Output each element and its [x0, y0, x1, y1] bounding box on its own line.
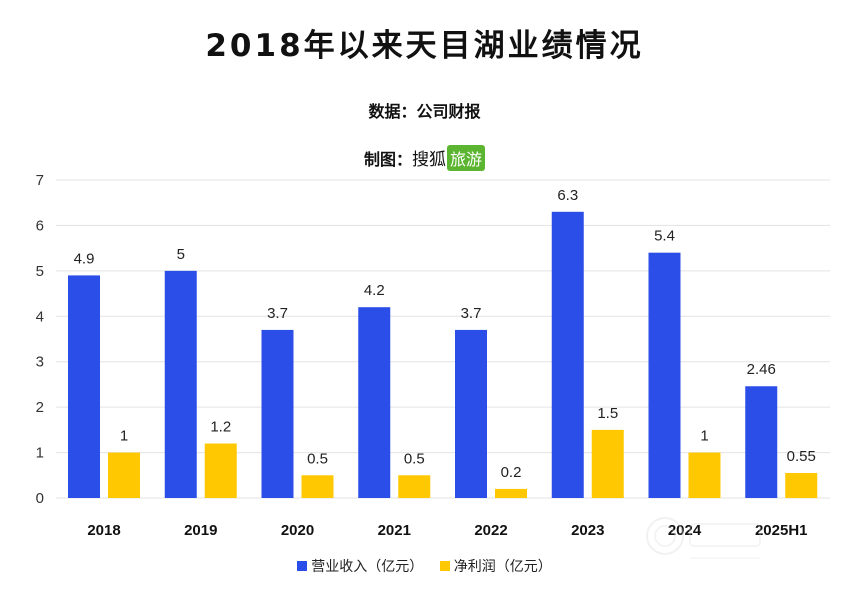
y-tick-label: 5	[36, 263, 44, 280]
maker-label: 制图：	[363, 150, 412, 169]
y-tick-label: 6	[36, 217, 44, 234]
data-label-revenue-2022: 3.7	[461, 305, 482, 322]
chart-maker: 制图：搜狐 旅游	[0, 145, 849, 171]
y-tick-label: 2	[36, 399, 44, 416]
bar-profit-2023	[591, 429, 624, 498]
y-tick-label: 4	[36, 308, 44, 325]
data-label-revenue-2024: 5.4	[654, 228, 675, 245]
legend-label-revenue: 营业收入（亿元）	[311, 559, 424, 575]
bar-revenue-2023	[551, 211, 584, 499]
maker-brand: 搜狐	[412, 150, 446, 170]
data-label-profit-2018: 1	[120, 428, 128, 445]
source-value: 公司财报	[416, 102, 481, 121]
x-axis: 2018 2019 2020 2021 2022 2023 2024 2025H1	[87, 522, 807, 539]
bar-revenue-2021	[358, 307, 391, 498]
bar-profit-2022	[495, 488, 527, 498]
data-label-revenue-2020: 3.7	[267, 305, 288, 322]
data-label-revenue-2019: 5	[177, 246, 185, 263]
bar-profit-2019	[204, 443, 237, 498]
bar-revenue-2025H1	[745, 386, 778, 498]
data-labels: 4.9 1 5 1.2 3.7 0.5 4.2 0.5 3.7 0.2 6.3 1.5 5.4 1 2.46…	[74, 187, 816, 481]
x-tick-label: 2021	[378, 522, 411, 539]
x-tick-label: 2022	[474, 522, 507, 539]
y-tick-label: 0	[36, 490, 44, 507]
data-label-profit-2021: 0.5	[404, 450, 425, 467]
data-label-revenue-2025H1: 2.46	[747, 361, 776, 378]
bar-revenue-2020	[261, 329, 294, 498]
x-tick-label: 2020	[281, 522, 314, 539]
x-tick-label: 2025H1	[755, 522, 808, 539]
legend-swatch-revenue	[297, 561, 308, 571]
bar-revenue-2024	[648, 252, 681, 498]
legend-label-profit: 净利润（亿元）	[453, 559, 552, 575]
bar-revenue-2022	[455, 329, 487, 498]
chart-title: 2018年以来天目湖业绩情况	[205, 28, 644, 64]
bar-profit-2020	[301, 475, 334, 498]
maker-badge: 旅游	[447, 145, 486, 171]
y-tick-label: 1	[36, 445, 44, 462]
bar-profit-2021	[398, 475, 431, 498]
bar-profit-2018	[108, 452, 140, 498]
bar-revenue-2019	[164, 270, 197, 498]
data-label-revenue-2023: 6.3	[557, 187, 578, 204]
data-label-profit-2024: 1	[700, 428, 708, 445]
data-label-profit-2019: 1.2	[210, 418, 231, 435]
data-label-profit-2025H1: 0.55	[787, 448, 816, 465]
x-tick-label: 2024	[668, 522, 702, 539]
bar-profit-2025H1	[785, 473, 818, 498]
legend: 营业收入（亿元） 净利润（亿元）	[0, 556, 849, 576]
bar-profit-2024	[688, 452, 721, 498]
legend-item-profit: 净利润（亿元）	[439, 556, 552, 576]
watermark-logo	[646, 517, 761, 559]
bar-revenue-2018	[68, 275, 100, 498]
data-label-revenue-2018: 4.9	[74, 250, 95, 267]
data-label-revenue-2021: 4.2	[364, 282, 385, 299]
y-tick-label: 7	[36, 172, 44, 189]
data-label-profit-2023: 1.5	[597, 405, 618, 422]
legend-item-revenue: 营业收入（亿元）	[297, 556, 423, 576]
y-axis: 0 1 2 3 4 5 6 7	[36, 172, 44, 507]
data-label-profit-2022: 0.2	[501, 464, 522, 481]
data-source: 数据：公司财报	[0, 98, 849, 122]
source-label: 数据：	[368, 102, 417, 121]
x-tick-label: 2023	[571, 522, 604, 539]
x-tick-label: 2018	[87, 522, 120, 539]
data-label-profit-2020: 0.5	[307, 450, 328, 467]
y-tick-label: 3	[36, 354, 44, 371]
x-tick-label: 2019	[184, 522, 217, 539]
bars	[68, 211, 818, 499]
legend-swatch-profit	[439, 561, 450, 571]
